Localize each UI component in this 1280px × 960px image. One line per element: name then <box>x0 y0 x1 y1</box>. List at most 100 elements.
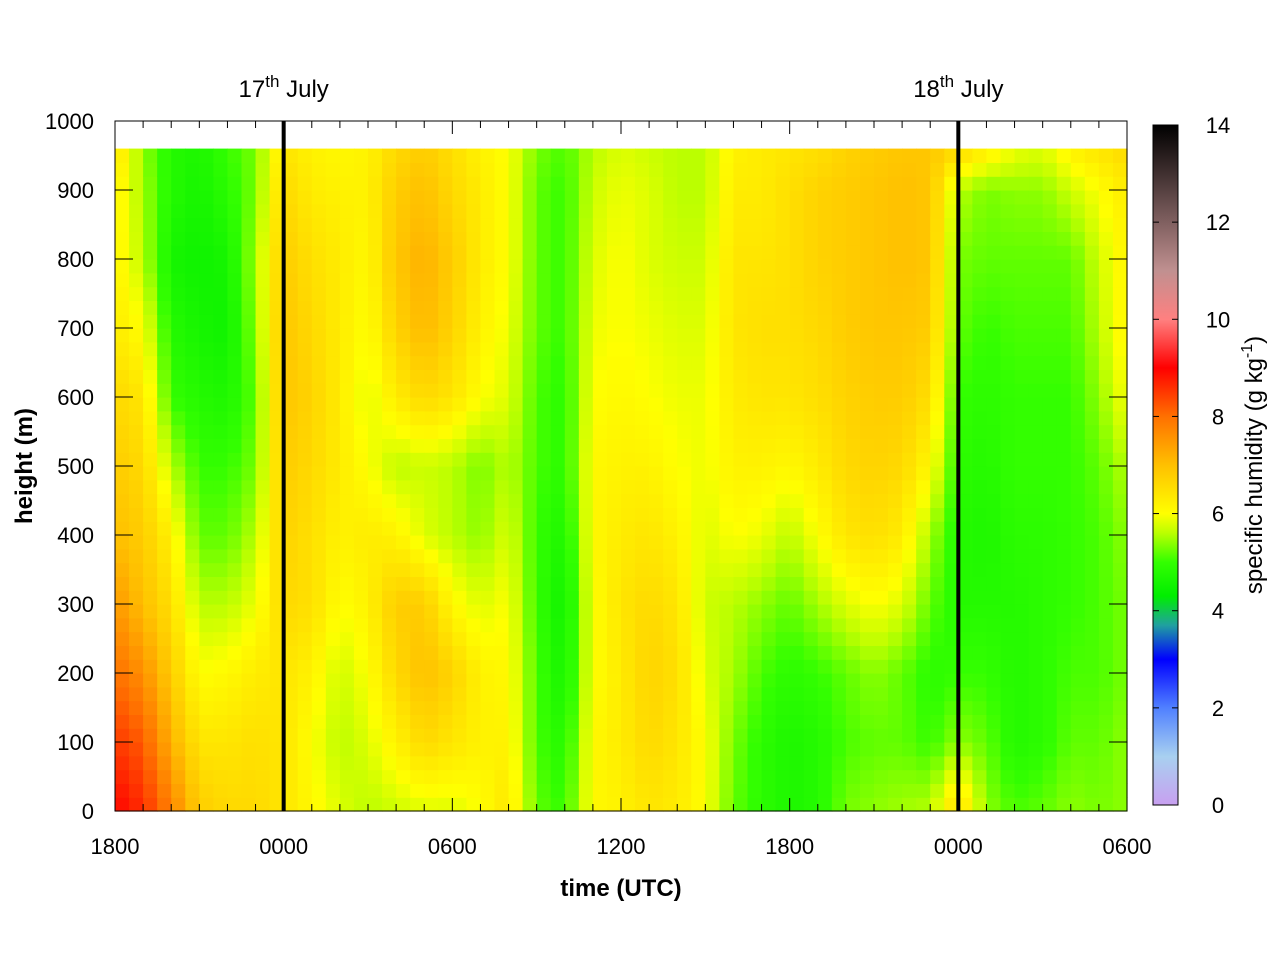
heatmap-cell <box>1112 604 1128 619</box>
heatmap-cell <box>789 686 805 702</box>
heatmap-cell <box>986 562 1002 577</box>
heatmap-cell <box>241 203 257 219</box>
heatmap-cell <box>859 383 875 398</box>
heatmap-cell <box>902 259 917 274</box>
heatmap-cell <box>972 397 988 412</box>
heatmap-cell <box>494 714 510 729</box>
heatmap-cell <box>1042 148 1058 163</box>
heatmap-cell <box>1014 659 1030 674</box>
heatmap-cell <box>1112 341 1128 357</box>
heatmap-cell <box>635 604 650 619</box>
heatmap-cell <box>508 314 524 329</box>
heatmap-cell <box>874 700 889 715</box>
heatmap-cell <box>536 493 552 508</box>
heatmap-cell <box>269 783 285 798</box>
heatmap-cell <box>1042 383 1058 398</box>
heatmap-cell <box>396 300 411 315</box>
heatmap-cell <box>761 604 777 619</box>
heatmap-cell <box>1042 190 1058 205</box>
heatmap-cell <box>171 604 186 619</box>
heatmap-cell <box>691 673 706 688</box>
x-tick-label: 0000 <box>934 834 983 859</box>
heatmap-cell <box>817 576 833 591</box>
heatmap-cell <box>888 673 903 688</box>
heatmap-cell <box>902 617 917 633</box>
heatmap-cell <box>649 728 664 743</box>
heatmap-cell <box>480 203 496 219</box>
heatmap-cell <box>241 148 257 163</box>
heatmap-cell <box>143 424 158 439</box>
heatmap-cell <box>733 576 749 591</box>
colorbar-title-main: specific humidity (g kg <box>1241 358 1268 594</box>
heatmap-cell <box>255 659 271 674</box>
heatmap-cell <box>761 397 777 412</box>
heatmap-cell <box>578 755 594 771</box>
heatmap-cell <box>452 452 467 467</box>
heatmap-cell <box>494 397 510 412</box>
heatmap-cell <box>677 797 692 812</box>
heatmap-cell <box>143 507 158 522</box>
heatmap-cell <box>775 383 791 398</box>
heatmap-cell <box>803 410 819 426</box>
heatmap-cell <box>958 700 973 715</box>
heatmap-cell <box>536 272 552 288</box>
heatmap-cell <box>1112 300 1128 315</box>
heatmap-cell <box>1098 617 1114 633</box>
heatmap-cell <box>874 383 889 398</box>
heatmap-cell <box>831 355 847 370</box>
heatmap-cell <box>339 617 355 633</box>
heatmap-cell <box>199 272 214 288</box>
heatmap-cell <box>831 535 847 550</box>
heatmap-cell <box>325 148 341 163</box>
heatmap-cell <box>115 369 130 384</box>
heatmap-cell <box>452 328 467 343</box>
heatmap-cell <box>297 410 313 426</box>
heatmap-cell <box>536 410 552 426</box>
heatmap-cell <box>635 341 650 357</box>
heatmap-cell <box>522 231 538 246</box>
heatmap-cell <box>325 548 341 564</box>
heatmap-cell <box>592 176 608 191</box>
heatmap-cell <box>143 686 158 702</box>
heatmap-cell <box>494 673 510 688</box>
date-label-suffix: th <box>265 72 279 91</box>
heatmap-cell <box>382 755 397 771</box>
heatmap-cell <box>438 521 453 536</box>
heatmap-cell <box>1098 300 1114 315</box>
heatmap-cell <box>1098 452 1114 467</box>
heatmap-cell <box>339 521 355 536</box>
heatmap-cell <box>719 521 735 536</box>
heatmap-cell <box>817 686 833 702</box>
heatmap-cell <box>859 617 875 633</box>
heatmap-cell <box>494 783 510 798</box>
heatmap-cell <box>522 507 538 522</box>
heatmap-cell <box>621 535 636 550</box>
heatmap-cell <box>368 493 383 508</box>
heatmap-cell <box>508 562 524 577</box>
heatmap-cell <box>1028 535 1044 550</box>
heatmap-cell <box>621 438 636 453</box>
heatmap-cell <box>494 700 510 715</box>
heatmap-cell <box>972 479 988 495</box>
heatmap-cell <box>747 673 763 688</box>
heatmap-cell <box>325 176 341 191</box>
heatmap-cell <box>719 742 735 757</box>
heatmap-cell <box>719 231 735 246</box>
heatmap-cell <box>438 328 453 343</box>
heatmap-cell <box>691 755 706 771</box>
heatmap-cell <box>129 700 144 715</box>
heatmap-cell <box>845 700 861 715</box>
heatmap-cell <box>592 245 608 260</box>
heatmap-cell <box>958 148 973 163</box>
heatmap-cell <box>382 645 397 660</box>
heatmap-cell <box>325 314 341 329</box>
heatmap-cell <box>649 217 664 232</box>
heatmap-cell <box>803 286 819 301</box>
heatmap-cell <box>649 769 664 784</box>
heatmap-cell <box>157 562 172 577</box>
heatmap-cell <box>944 272 959 288</box>
heatmap-cell <box>859 493 875 508</box>
heatmap-cell <box>1098 700 1114 715</box>
heatmap-cell <box>452 466 467 481</box>
heatmap-cell <box>396 604 411 619</box>
